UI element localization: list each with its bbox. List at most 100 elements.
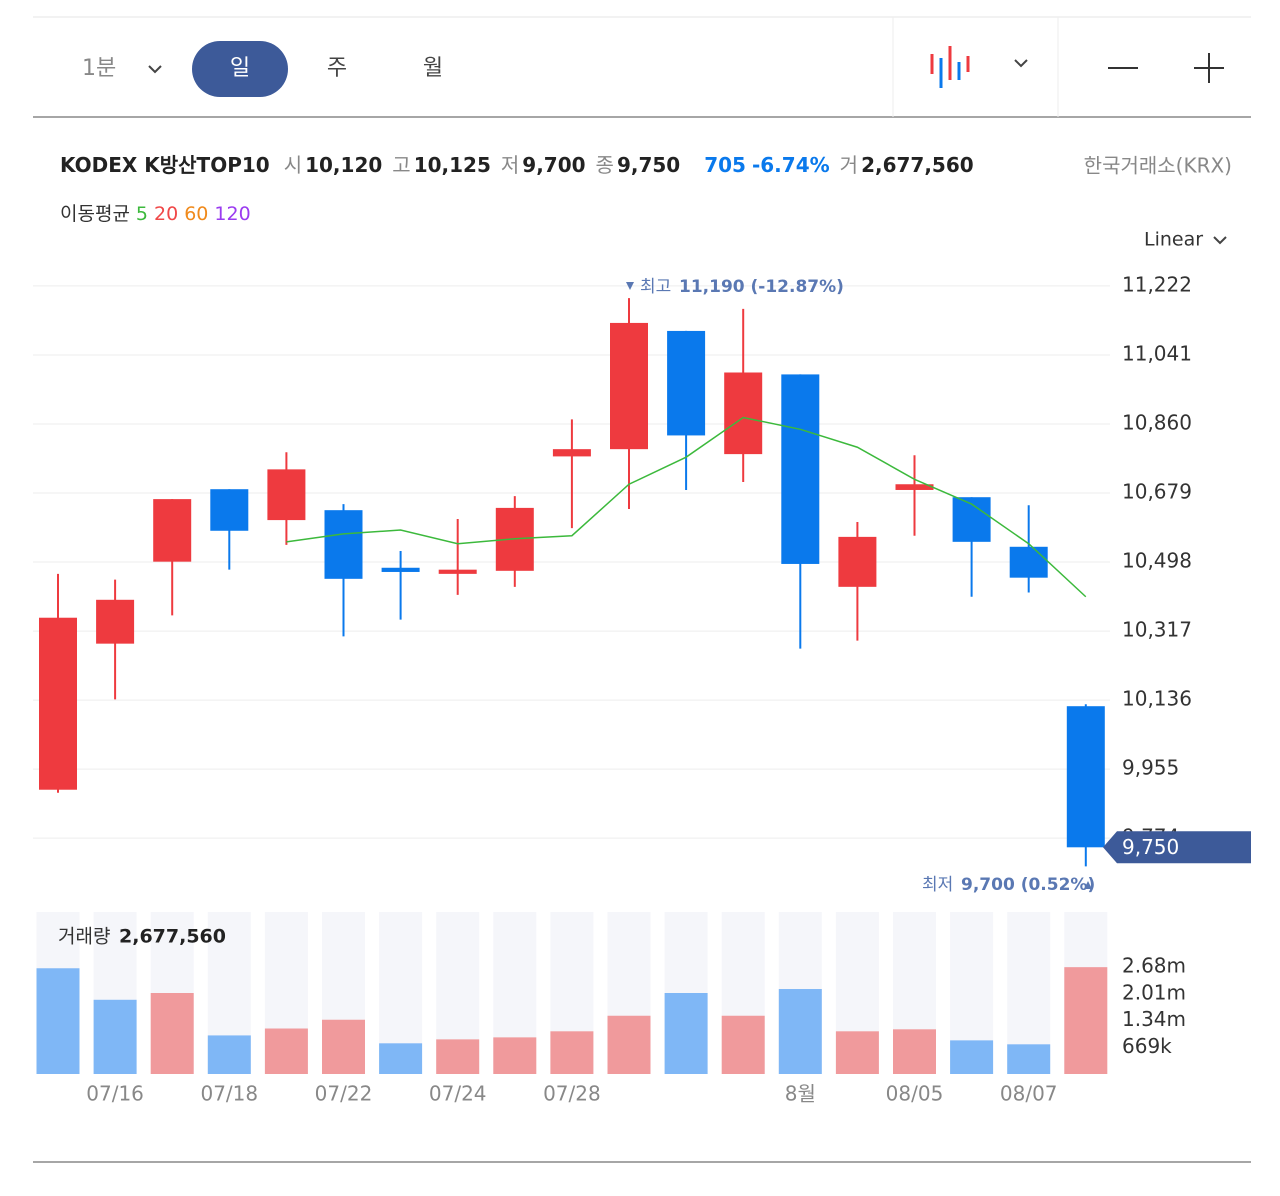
y-tick-label: 10,498 xyxy=(1122,549,1192,573)
x-tick-label: 8월 xyxy=(785,1082,816,1106)
ma-title: 이동평균 xyxy=(60,203,130,225)
x-tick-label: 07/28 xyxy=(543,1082,601,1106)
chart-type-icon[interactable] xyxy=(930,46,970,88)
value: 9,750 xyxy=(617,153,680,177)
x-tick-label: 07/22 xyxy=(315,1082,373,1106)
volume-bar xyxy=(664,993,708,1074)
candle-body xyxy=(267,469,306,521)
volume-bar xyxy=(322,1019,365,1074)
volume-bar xyxy=(721,1015,765,1074)
change-pct: -6.74% xyxy=(752,153,830,177)
annotation-prefix: 최고 xyxy=(640,277,671,297)
price-tag-label: 9,750 xyxy=(1122,835,1179,859)
volume-bar xyxy=(36,968,80,1074)
volume-tick-label: 2.68m xyxy=(1122,954,1186,978)
y-tick-label: 9,955 xyxy=(1122,756,1179,780)
period-button[interactable]: 일 xyxy=(230,56,250,81)
period-button[interactable]: 월 xyxy=(423,56,443,81)
y-tick-label: 10,860 xyxy=(1122,410,1192,434)
zoom-in[interactable] xyxy=(1194,53,1224,83)
marker xyxy=(1084,881,1092,889)
candle-body xyxy=(153,499,192,562)
exchange: 한국거래소(KRX) xyxy=(1084,154,1232,178)
candle-body xyxy=(610,322,648,450)
quote-line: KODEX K방산TOP10 시 10,120 고 10,125 저 9,700 종 9,750… xyxy=(60,153,974,177)
volume-bar xyxy=(93,999,137,1074)
volume-bar xyxy=(778,989,822,1074)
candle-body xyxy=(895,484,934,490)
period-button[interactable]: 주 xyxy=(327,56,347,81)
volume-bar xyxy=(1007,1044,1051,1074)
volume-bar xyxy=(607,1015,651,1074)
x-tick-label: 07/24 xyxy=(429,1082,487,1106)
ma-legend-item: 120 xyxy=(214,203,250,225)
scale-select[interactable]: Linear xyxy=(1144,229,1203,251)
x-tick-label: 07/18 xyxy=(200,1082,258,1106)
label: 종 xyxy=(596,153,614,177)
volume-total: 2,677,560 xyxy=(119,926,226,948)
x-tick-label: 07/16 xyxy=(86,1082,144,1106)
x-tick-label: 08/07 xyxy=(1000,1082,1058,1106)
ma-legend-item: 20 xyxy=(154,203,178,225)
candle-body xyxy=(1066,706,1105,848)
volume-bar xyxy=(835,1031,879,1074)
volume-bar xyxy=(493,1037,537,1074)
value: 2,677,560 xyxy=(861,153,974,177)
candle-body xyxy=(39,617,77,790)
marker xyxy=(626,282,634,290)
candle-body xyxy=(438,569,477,574)
volume-bar xyxy=(950,1040,994,1074)
volume-tick-label: 1.34m xyxy=(1122,1007,1186,1031)
volume-bar xyxy=(550,1031,594,1074)
volume-bar xyxy=(893,1029,936,1074)
chevron[interactable] xyxy=(148,65,162,74)
ma-legend-item: 5 xyxy=(136,203,148,225)
candle-body xyxy=(838,536,877,587)
volume-bar xyxy=(1064,967,1108,1074)
volume-tick-label: 669k xyxy=(1122,1034,1172,1058)
chevron[interactable] xyxy=(1213,236,1227,245)
volume-title: 거래량 xyxy=(58,926,110,948)
candle-body xyxy=(552,449,591,457)
candle-body xyxy=(381,567,420,572)
y-tick-label: 10,136 xyxy=(1122,687,1192,711)
change: 705 xyxy=(704,153,746,177)
interval-select[interactable]: 1분 xyxy=(82,56,116,81)
candle-body xyxy=(781,374,820,564)
volume-bar xyxy=(150,993,194,1074)
ma-legend-item: 60 xyxy=(184,203,208,225)
value: 10,120 xyxy=(305,153,382,177)
candle-body xyxy=(324,510,363,579)
annotation-prefix: 최저 xyxy=(922,875,953,895)
period-active-bg[interactable] xyxy=(192,41,288,97)
candle-body xyxy=(667,330,706,436)
price-tag xyxy=(1103,831,1251,864)
annotation-text: 11,190 (-12.87%) xyxy=(679,277,844,297)
y-tick-label: 11,041 xyxy=(1122,341,1192,365)
candle-body xyxy=(96,599,135,644)
volume-bar xyxy=(207,1035,251,1074)
label: 저 xyxy=(501,153,519,177)
ma-line xyxy=(286,416,1087,598)
ma-legend: 이동평균 5 20 60 120 xyxy=(60,203,251,225)
candle-body xyxy=(724,372,763,455)
candle-body xyxy=(1009,546,1048,578)
stock-name: KODEX K방산TOP10 xyxy=(60,153,270,177)
volume-bar xyxy=(379,1043,423,1074)
chevron[interactable] xyxy=(1014,59,1028,68)
candle-body xyxy=(210,489,249,531)
annotation-text: 9,700 (0.52%) xyxy=(961,875,1095,895)
x-tick-label: 08/05 xyxy=(886,1082,944,1106)
y-tick-label: 11,222 xyxy=(1122,272,1192,296)
y-tick-label: 10,317 xyxy=(1122,618,1192,642)
label: 고 xyxy=(392,153,410,177)
label: 거 xyxy=(840,153,858,177)
label: 시 xyxy=(284,153,302,177)
volume-bar xyxy=(264,1028,308,1074)
volume-bar xyxy=(436,1039,480,1074)
value: 9,700 xyxy=(522,153,585,177)
y-tick-label: 10,679 xyxy=(1122,480,1192,504)
volume-tick-label: 2.01m xyxy=(1122,980,1186,1004)
value: 10,125 xyxy=(414,153,491,177)
